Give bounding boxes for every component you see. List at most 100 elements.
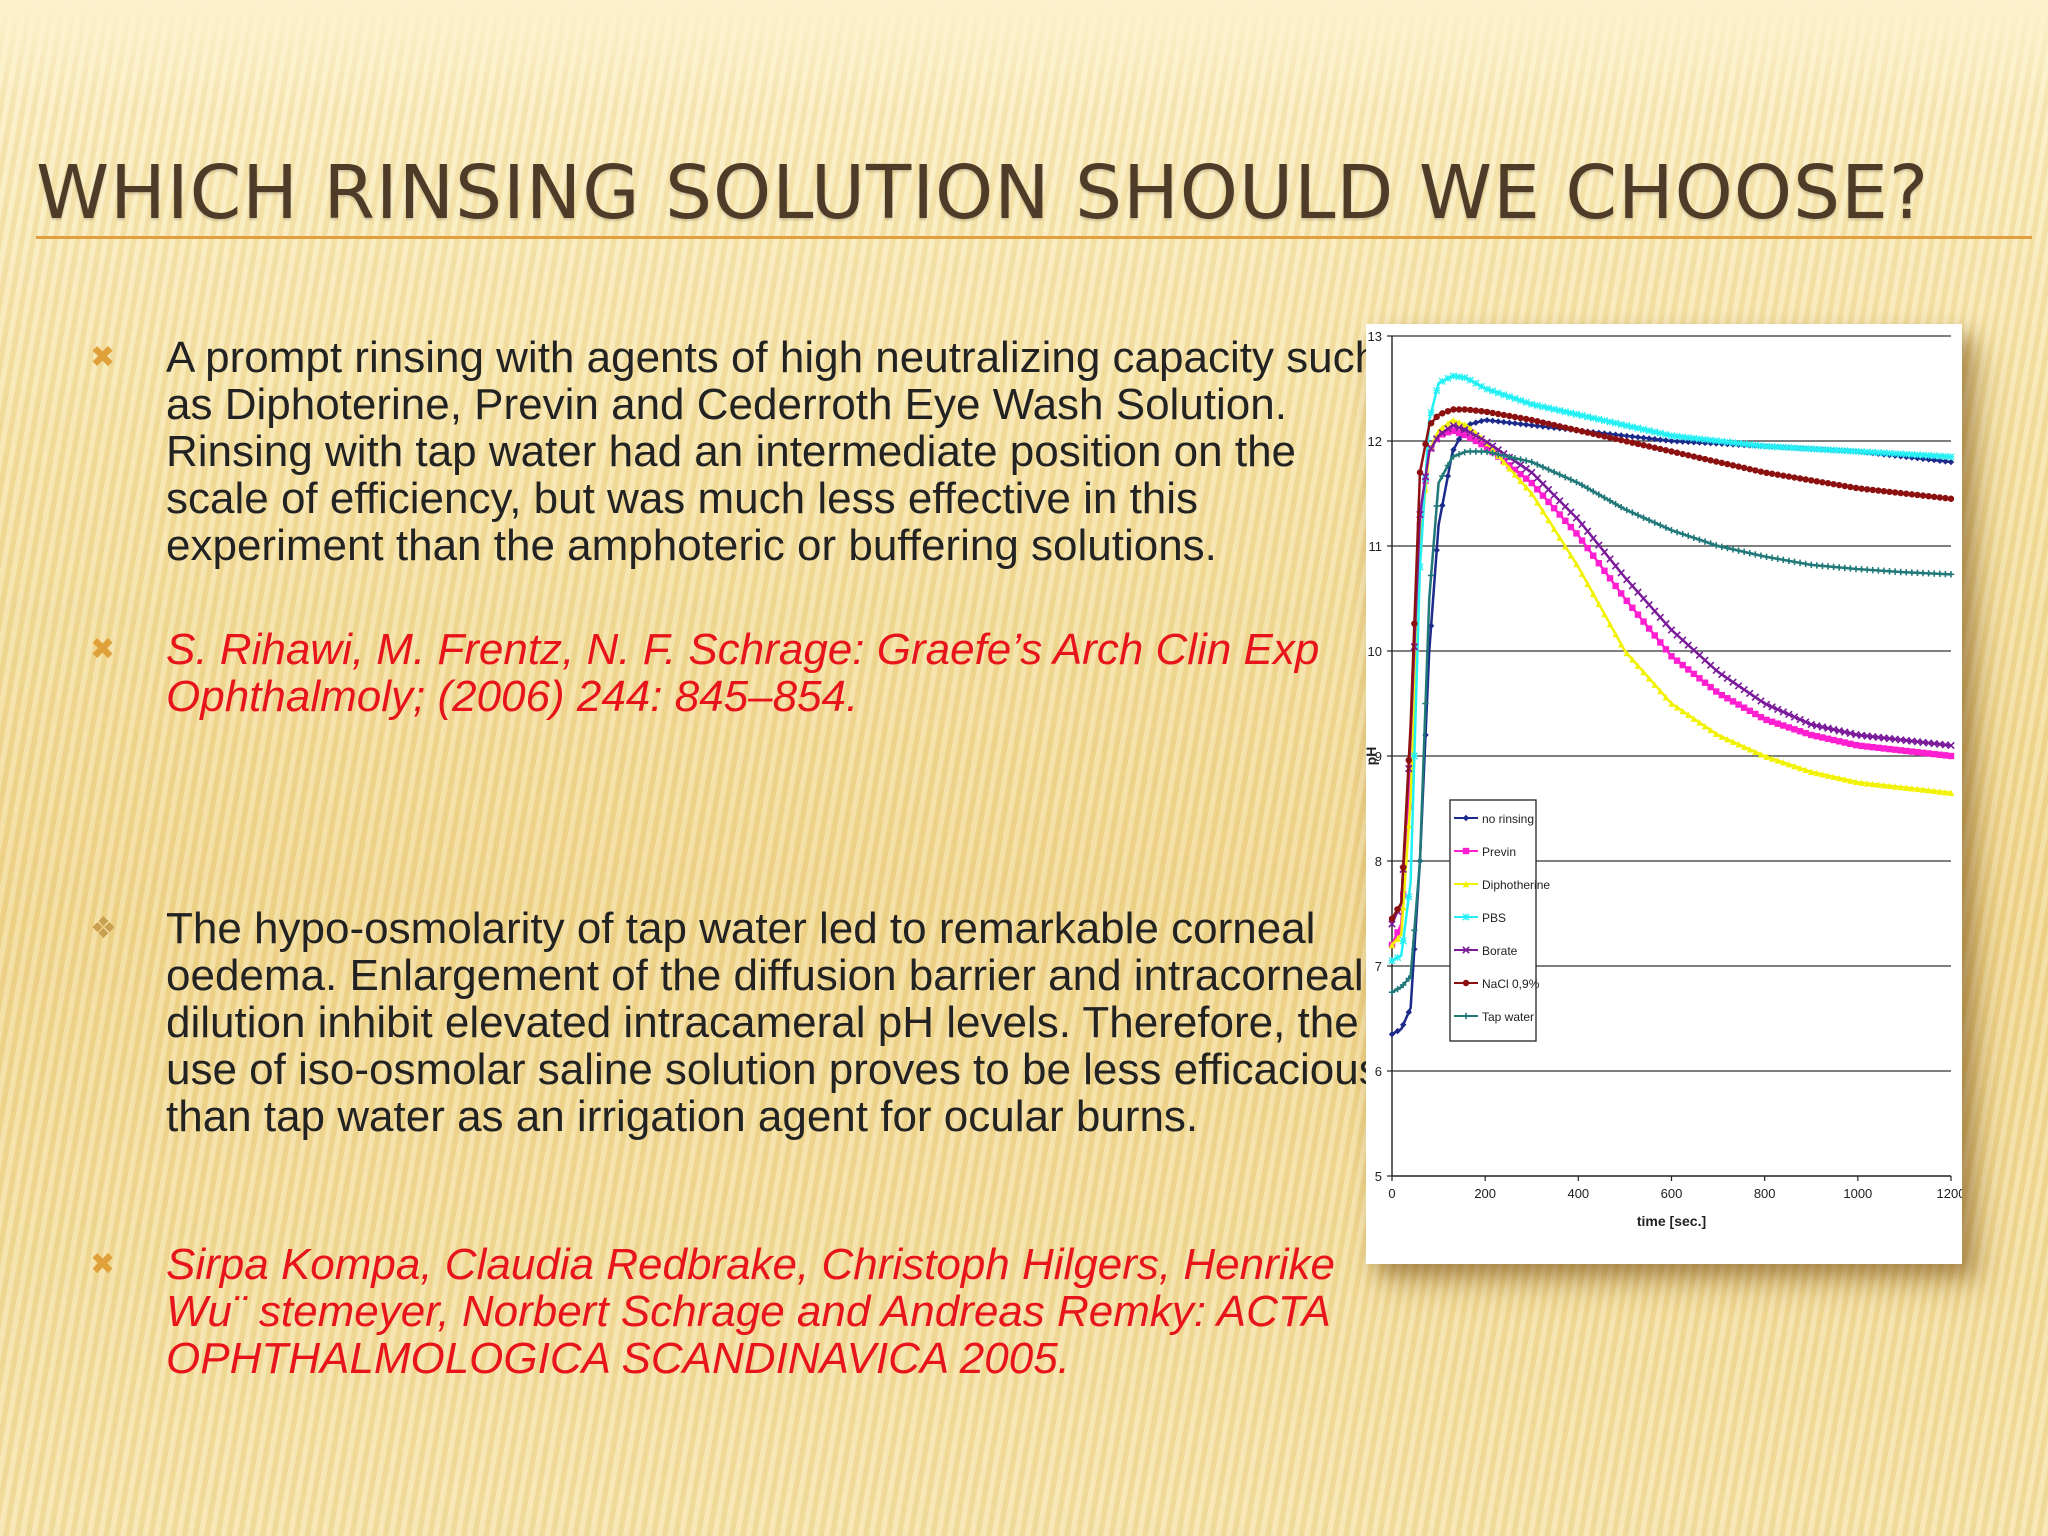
data-point (1422, 440, 1429, 448)
data-point (1762, 442, 1771, 451)
data-point (1466, 376, 1474, 384)
data-point (1718, 733, 1726, 740)
data-point (1511, 420, 1519, 427)
data-point (1869, 486, 1876, 494)
data-point (1785, 760, 1793, 768)
data-point (1707, 726, 1714, 734)
data-point (1718, 437, 1726, 446)
x-tick-label: 1000 (1843, 1186, 1872, 1201)
data-point (1455, 423, 1463, 432)
data-point (1388, 957, 1396, 965)
legend-label: Borate (1482, 944, 1518, 958)
data-point (1802, 729, 1809, 737)
data-point (1903, 747, 1910, 755)
data-point (1668, 653, 1675, 660)
data-point (1774, 720, 1781, 727)
data-point (1600, 416, 1609, 425)
data-point (1835, 446, 1843, 455)
data-point (1891, 783, 1899, 790)
data-point (1768, 718, 1776, 725)
data-point (1791, 558, 1798, 566)
data-point (1651, 428, 1659, 436)
data-point (1846, 729, 1855, 738)
data-point (1947, 789, 1955, 796)
data-point (1903, 490, 1910, 497)
data-point (1578, 411, 1586, 420)
data-point (1455, 406, 1463, 413)
data-point (1427, 572, 1435, 579)
data-point (1562, 473, 1569, 481)
y-tick-label: 6 (1375, 1064, 1382, 1079)
data-point (1745, 689, 1754, 698)
data-point (1913, 451, 1922, 459)
data-point (1522, 475, 1530, 482)
data-point (1539, 480, 1547, 488)
data-point (1942, 752, 1949, 759)
data-point (1612, 500, 1619, 508)
data-point (1919, 569, 1927, 577)
data-point (1438, 377, 1446, 385)
data-point (1472, 407, 1480, 414)
x-tick-label: 0 (1388, 1186, 1395, 1201)
data-point (1919, 786, 1927, 793)
data-point (1567, 523, 1575, 531)
data-point (1556, 511, 1563, 518)
data-point (1628, 582, 1637, 590)
data-point (1752, 748, 1759, 755)
data-point (1634, 434, 1642, 441)
data-point (1858, 485, 1865, 492)
data-point (1931, 456, 1938, 464)
data-point (1746, 549, 1753, 557)
series-pbs (1388, 372, 1955, 965)
data-point (1629, 439, 1636, 446)
data-point (1746, 440, 1754, 449)
data-point (1869, 780, 1876, 788)
data-point (1439, 472, 1446, 480)
data-point (1656, 613, 1665, 622)
data-point (1729, 462, 1737, 469)
data-point (1685, 711, 1692, 719)
data-point (1562, 543, 1569, 550)
data-point (1919, 749, 1927, 757)
data-point (1656, 429, 1664, 437)
data-point (1936, 788, 1944, 795)
data-point (1903, 569, 1910, 576)
data-point (1768, 554, 1776, 562)
data-point (1908, 491, 1916, 498)
data-point (1936, 457, 1944, 464)
data-point (1584, 544, 1591, 552)
data-point (1880, 487, 1888, 495)
bullet-text: A prompt rinsing with agents of high neu… (166, 333, 1380, 570)
data-point (1768, 470, 1776, 477)
data-point (1774, 443, 1782, 451)
y-tick-label: 8 (1375, 854, 1382, 869)
data-point (1752, 551, 1759, 558)
data-point (1584, 485, 1591, 492)
data-point (1634, 424, 1642, 432)
data-point (1902, 450, 1910, 458)
data-point (1432, 435, 1441, 443)
series-tap-water (1388, 448, 1955, 996)
data-point (1836, 774, 1843, 782)
data-point (1467, 448, 1474, 455)
data-point (1573, 426, 1580, 434)
data-point (1494, 446, 1502, 454)
data-point (1835, 727, 1843, 735)
data-point (1517, 470, 1524, 478)
data-point (1914, 491, 1921, 499)
series-diphotherine (1388, 417, 1955, 949)
data-point (1841, 776, 1848, 783)
data-point (1595, 491, 1603, 498)
data-point (1516, 396, 1525, 405)
data-point (1685, 438, 1692, 446)
data-point (1863, 743, 1871, 750)
data-point (1762, 700, 1771, 709)
title-underline (36, 236, 2032, 239)
data-point (1891, 746, 1899, 753)
data-point (1617, 641, 1625, 648)
data-point (1645, 625, 1653, 632)
data-point (1696, 719, 1703, 726)
diamond-bullet-icon: ❖ (90, 912, 117, 945)
data-point (1818, 445, 1827, 454)
data-point (1713, 688, 1720, 695)
